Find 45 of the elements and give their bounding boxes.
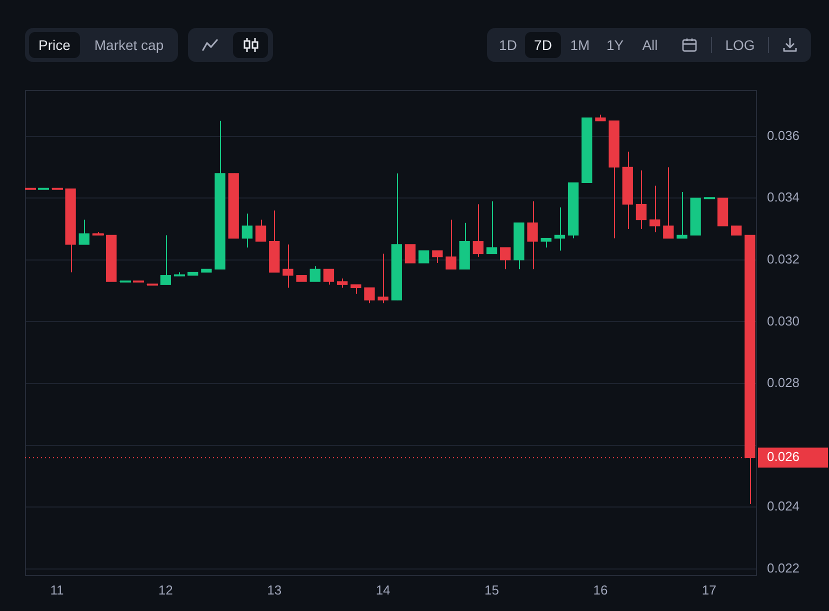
candlestick bbox=[717, 198, 728, 226]
candlestick bbox=[336, 278, 348, 288]
text: 1D bbox=[498, 36, 518, 55]
candlestick bbox=[160, 234, 171, 286]
candlestick bbox=[378, 253, 388, 304]
y-tick-label: 0.034 bbox=[767, 190, 800, 205]
x-tick-label: 11 bbox=[50, 582, 64, 598]
candlestick bbox=[446, 219, 456, 270]
text: All bbox=[641, 36, 659, 55]
candlestick bbox=[608, 120, 620, 239]
y-tick-label: 0.028 bbox=[767, 375, 800, 390]
x-tick-label: 16 bbox=[593, 582, 608, 598]
x-tick-label: 14 bbox=[376, 582, 390, 598]
candlestick bbox=[214, 120, 226, 270]
y-tick-label: 0.030 bbox=[767, 313, 800, 328]
candlestick bbox=[364, 287, 375, 304]
candlestick bbox=[188, 272, 198, 276]
y-tick-label: 0.024 bbox=[767, 498, 800, 514]
x-tick-label: 17 bbox=[702, 582, 716, 598]
candlestick bbox=[404, 244, 416, 264]
candlestick bbox=[296, 275, 307, 282]
candlestick bbox=[514, 222, 524, 270]
candlestick bbox=[527, 200, 538, 270]
candlestick bbox=[418, 250, 430, 264]
text: 1M bbox=[569, 36, 591, 55]
x-tick-label: 12 bbox=[158, 582, 173, 598]
candlestick bbox=[391, 172, 402, 301]
x-tick-label: 13 bbox=[267, 582, 282, 598]
candlestick bbox=[78, 219, 90, 245]
y-tick-label: 0.022 bbox=[767, 560, 800, 576]
candlestick bbox=[486, 200, 498, 254]
candlestick bbox=[201, 268, 212, 273]
text: Price bbox=[29, 32, 80, 58]
text: 1Y bbox=[605, 36, 625, 55]
y-tick-label: 0.032 bbox=[767, 251, 800, 266]
candlestick bbox=[731, 225, 742, 236]
y-tick-label: 0.036 bbox=[767, 128, 800, 143]
candlestick bbox=[649, 185, 660, 233]
text: LOG bbox=[724, 36, 756, 55]
candlestick bbox=[690, 198, 701, 236]
text: 7D bbox=[525, 32, 561, 58]
x-tick-label: 15 bbox=[484, 582, 499, 598]
ref-line-label: 0.026 bbox=[767, 449, 800, 464]
candlestick bbox=[65, 188, 76, 273]
text: Market cap bbox=[93, 36, 165, 55]
